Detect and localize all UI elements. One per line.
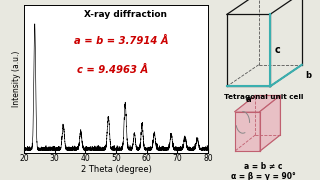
Polygon shape — [235, 95, 280, 112]
Text: c: c — [275, 45, 280, 55]
Text: c = 9.4963 Å: c = 9.4963 Å — [77, 64, 148, 75]
Text: Tetragonal unit cell: Tetragonal unit cell — [223, 94, 303, 100]
Text: a = b = 3.7914 Å: a = b = 3.7914 Å — [74, 36, 169, 46]
Text: X-ray diffraction: X-ray diffraction — [84, 10, 167, 19]
Text: a = b ≠ c: a = b ≠ c — [244, 162, 283, 171]
Polygon shape — [235, 112, 260, 151]
Text: a: a — [246, 95, 251, 104]
Y-axis label: Intensity (a.u.): Intensity (a.u.) — [12, 51, 21, 107]
Text: b: b — [305, 71, 311, 80]
Polygon shape — [260, 95, 280, 151]
Text: α = β = γ = 90°: α = β = γ = 90° — [231, 172, 296, 180]
X-axis label: 2 Theta (degree): 2 Theta (degree) — [81, 165, 151, 174]
